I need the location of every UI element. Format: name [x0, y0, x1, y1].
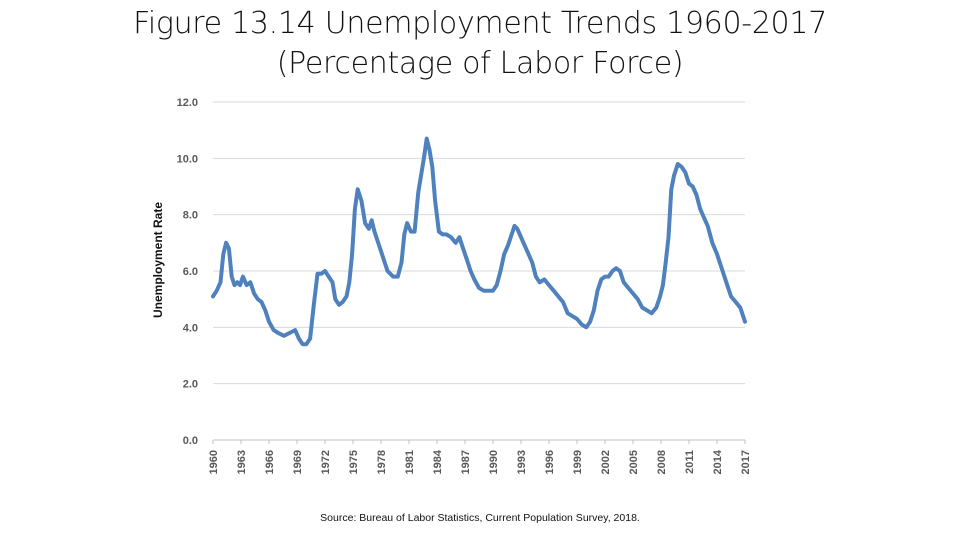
x-tick-label: 1972 [320, 450, 332, 474]
source-note: Source: Bureau of Labor Statistics, Curr… [320, 512, 640, 524]
y-axis-ticks: 0.0 2.0 4.0 6.0 8.0 10.0 12.0 [177, 97, 198, 447]
x-tick-label: 2005 [628, 450, 640, 474]
x-tick-label: 1963 [236, 450, 248, 474]
x-tick-label: 1987 [460, 450, 472, 474]
series-line-unemployment-rate [211, 136, 747, 347]
x-tick-label: 1999 [572, 450, 584, 474]
chart-title-line1: Figure 13.14 Unemployment Trends 1960-20… [133, 6, 827, 41]
y-tick-label: 10.0 [177, 153, 198, 165]
x-tick-label: 1960 [208, 450, 220, 474]
chart-title: Figure 13.14 Unemployment Trends 1960-20… [0, 4, 960, 84]
y-tick-label: 4.0 [183, 322, 198, 334]
y-tick-label: 6.0 [183, 266, 198, 278]
x-tick-label: 1966 [264, 450, 276, 474]
grid-lines [213, 101, 745, 441]
x-tick-label: 1993 [516, 450, 528, 474]
x-tick-label: 1984 [432, 449, 444, 474]
chart-title-line2: (Percentage of Labor Force) [276, 46, 684, 81]
y-tick-label: 2.0 [183, 379, 198, 391]
x-tick-label: 1996 [544, 450, 556, 474]
x-tick-label: 2017 [740, 450, 752, 474]
x-tick-label: 2008 [656, 450, 668, 474]
x-tick-label: 1969 [292, 450, 304, 474]
y-tick-label: 0.0 [183, 435, 198, 447]
y-axis-label: Unemployment Rate [151, 202, 165, 318]
x-tick-label: 1990 [488, 450, 500, 474]
x-tick-label: 1975 [348, 450, 360, 474]
y-tick-label: 8.0 [183, 210, 198, 222]
y-tick-label: 12.0 [177, 97, 198, 109]
x-tick-label: 1978 [376, 450, 388, 474]
x-tick-label: 2014 [712, 449, 724, 474]
x-tick-label: 2002 [600, 450, 612, 474]
x-tick-label: 1981 [404, 450, 416, 474]
x-axis-ticks: 1960 1963 1966 1969 1972 1975 1978 1981 1984 1987… [208, 440, 752, 474]
x-tick-label: 2011 [684, 450, 696, 474]
